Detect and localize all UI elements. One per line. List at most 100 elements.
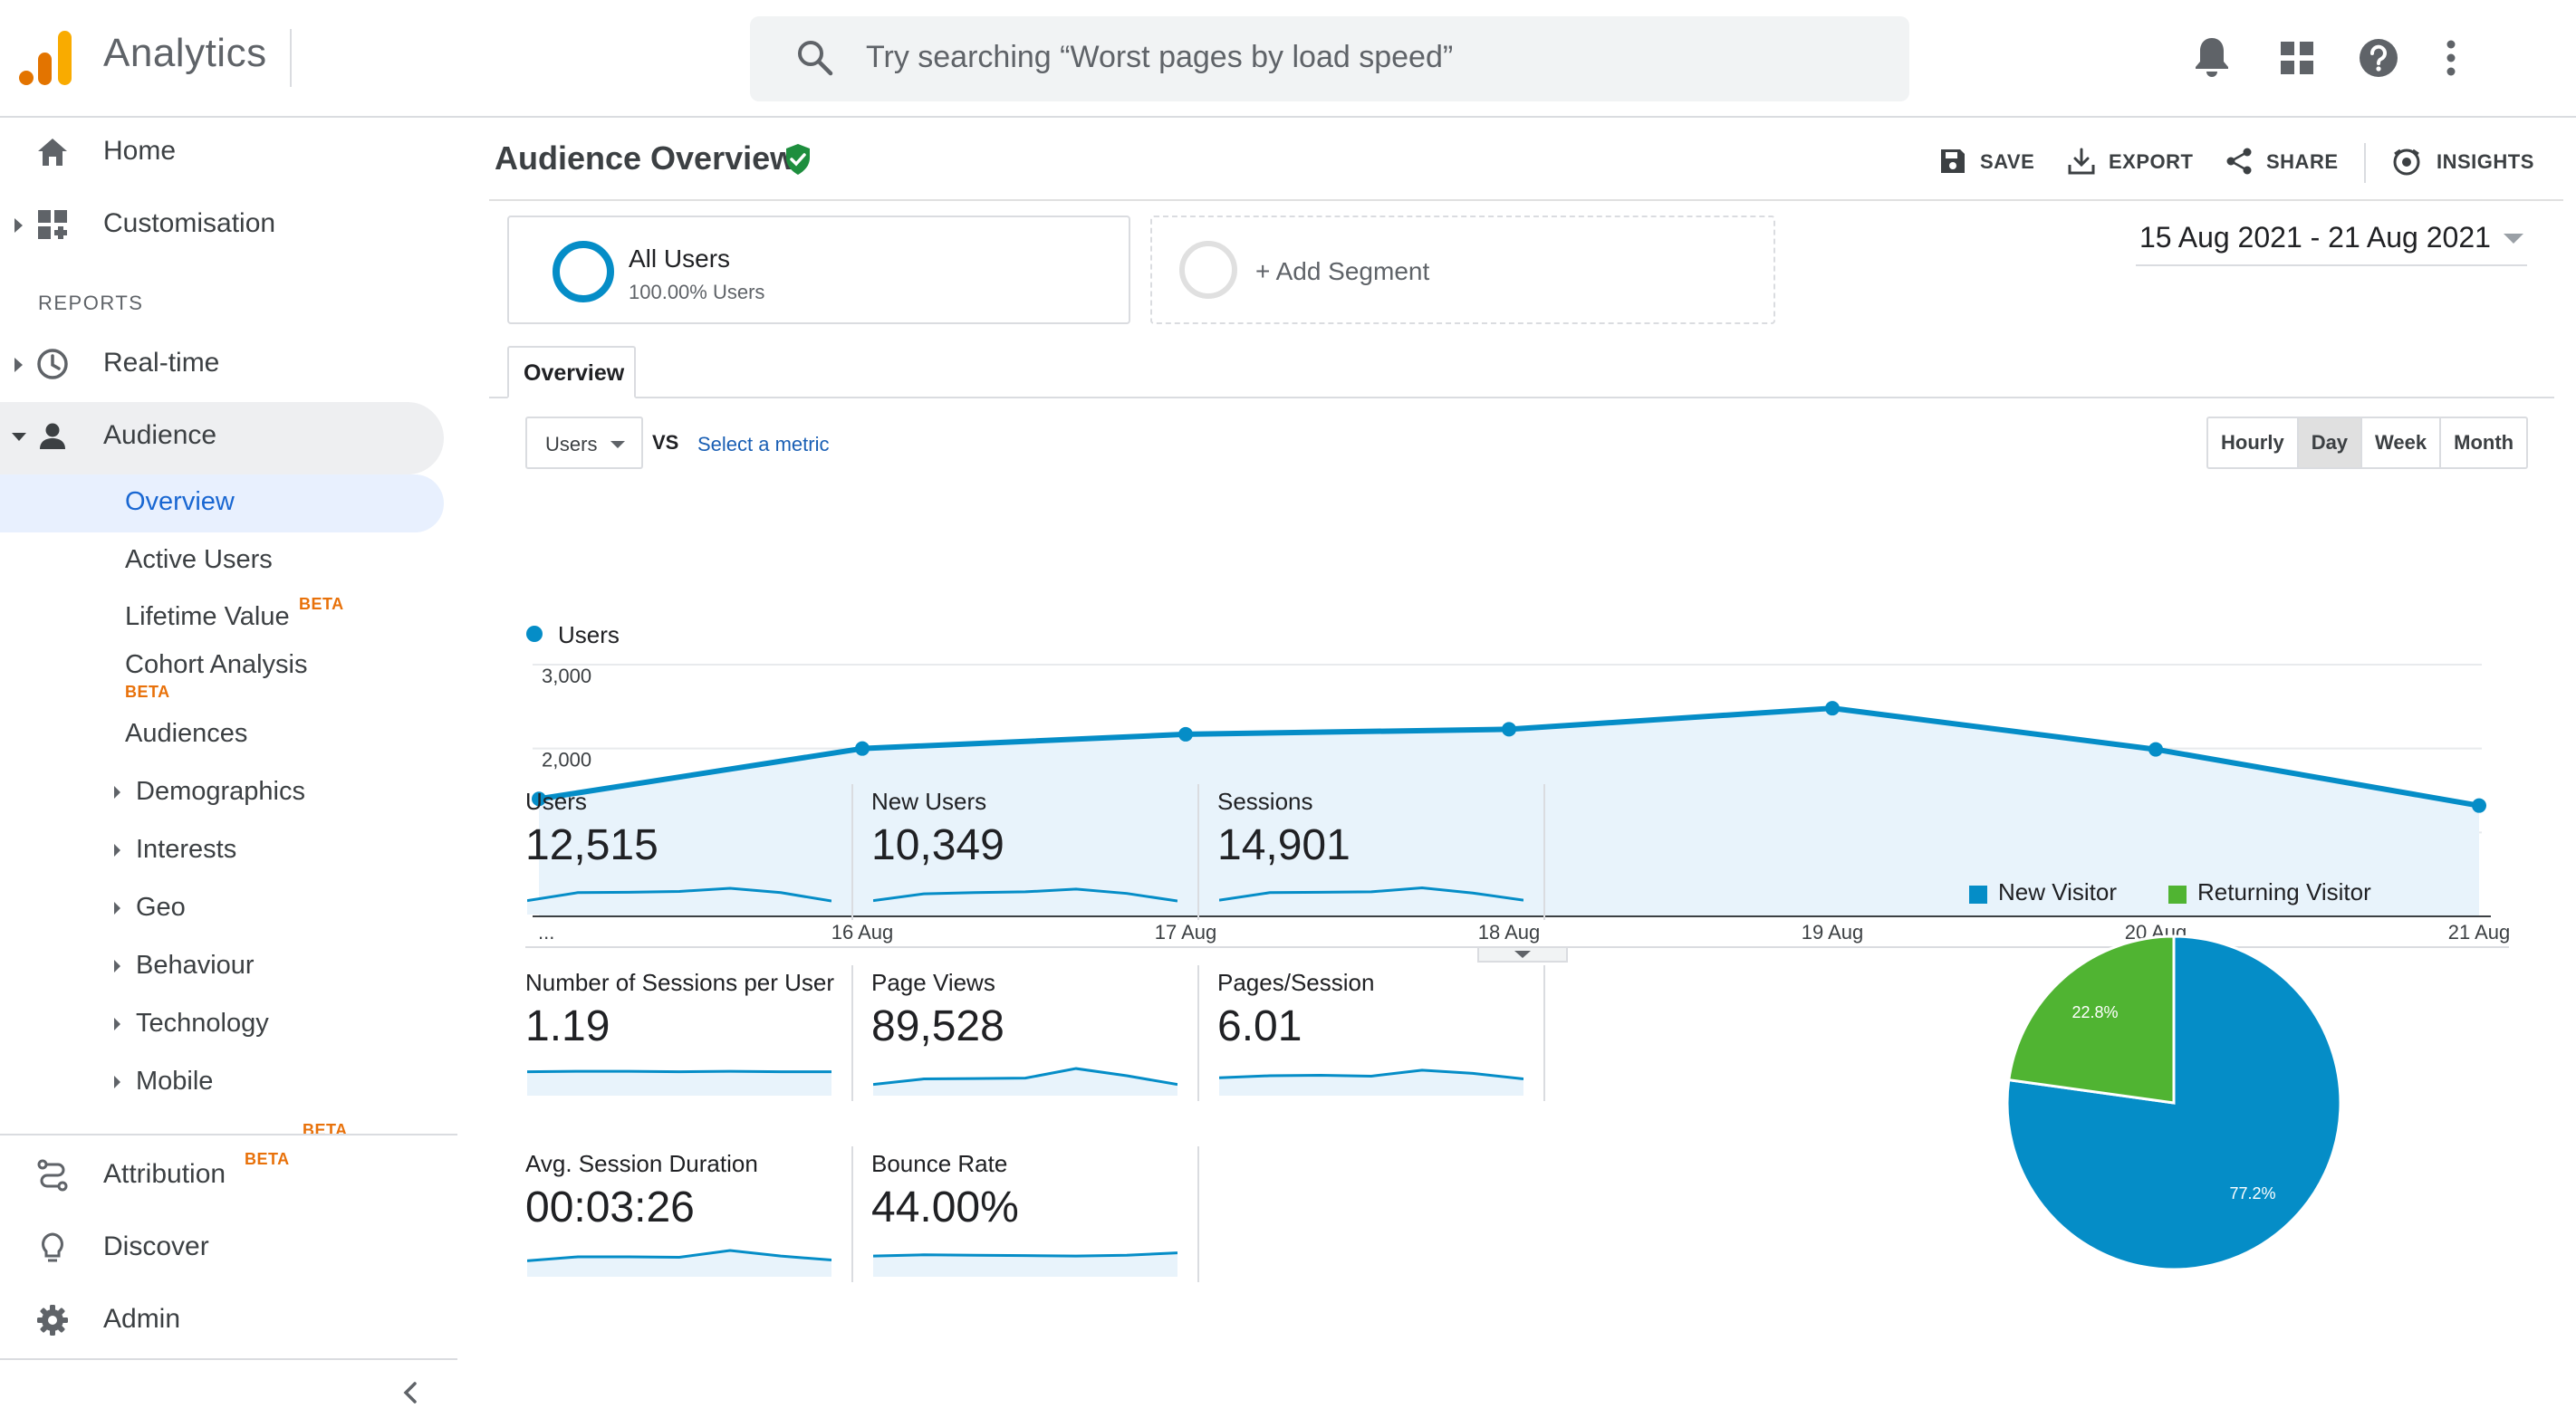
segment-detail: 100.00% Users <box>629 281 765 303</box>
metric-select[interactable]: Users <box>525 417 643 469</box>
share-label: SHARE <box>2266 150 2339 173</box>
scorecard[interactable]: New Users 10,349 <box>835 788 1177 933</box>
sidebar-item-realtime[interactable]: Real-time <box>0 330 444 402</box>
sidebar-group-interests[interactable]: Interests <box>0 824 444 878</box>
sidebar-subitem-overview[interactable]: Overview <box>0 474 444 532</box>
legend-swatch <box>2168 886 2187 904</box>
help-icon[interactable] <box>2359 38 2398 78</box>
beta-badge: BETA <box>303 1121 348 1139</box>
sidebar-group-technology[interactable]: Technology <box>0 998 444 1052</box>
sidebar-group-label: Demographics <box>136 777 305 806</box>
sidebar-item-label: Discover <box>103 1231 209 1261</box>
add-segment-button[interactable]: + Add Segment <box>1150 216 1775 324</box>
scorecard[interactable]: Page Views 89,528 <box>835 969 1177 1114</box>
sidebar-item-audience[interactable]: Audience <box>0 402 444 474</box>
sidebar-item-label: Home <box>103 136 177 166</box>
scorecard[interactable]: Sessions 14,901 <box>1181 788 1523 933</box>
more-vert-icon[interactable] <box>2446 40 2456 76</box>
share-button[interactable]: SHARE <box>2225 145 2342 181</box>
select-metric-link[interactable]: Select a metric <box>697 433 830 455</box>
reports-heading: REPORTS <box>38 292 144 314</box>
scorecard-label: Sessions <box>1217 788 1313 815</box>
sidebar-subitem-label: Active Users <box>125 545 273 574</box>
pie-slice-returning-visitor <box>2007 934 2176 1105</box>
segment-ring-icon <box>553 241 614 302</box>
sparkline <box>527 1249 831 1277</box>
sidebar-subitem-active-users[interactable]: Active Users <box>0 532 444 590</box>
action-divider <box>2364 143 2366 183</box>
sidebar-subitem-cohort-analysis[interactable]: Cohort Analysis BETA <box>0 637 444 701</box>
scorecard-divider <box>851 965 853 1101</box>
sidebar-subitem-label: Audiences <box>125 719 248 748</box>
scorecard-label: Avg. Session Duration <box>525 1150 758 1177</box>
scorecard[interactable]: Number of Sessions per User 1.19 <box>489 969 834 1114</box>
app-title: Analytics <box>103 31 267 75</box>
sidebar-group-label: Interests <box>136 835 237 864</box>
sparkline-line <box>873 1067 1177 1087</box>
sidebar-item-label: Attribution <box>103 1159 226 1189</box>
search-bar[interactable]: Try searching “Worst pages by load speed… <box>750 16 1909 101</box>
scorecard[interactable]: Avg. Session Duration 00:03:26 <box>489 1150 831 1295</box>
sidebar-item-home[interactable]: Home <box>0 118 444 190</box>
y-tick-label: 3,000 <box>542 665 591 687</box>
download-icon <box>2068 148 2095 175</box>
sidebar-item-attribution[interactable]: Attribution BETA <box>0 1141 444 1213</box>
sidebar-subitem-lifetime-value[interactable]: Lifetime Value BETA <box>0 589 444 647</box>
attribution-icon <box>36 1159 69 1192</box>
scorecard-value: 14,901 <box>1217 821 1350 869</box>
scorecard-divider <box>1197 1146 1199 1282</box>
home-icon <box>36 136 69 168</box>
date-range-text: 15 Aug 2021 - 21 Aug 2021 <box>2139 221 2491 254</box>
sidebar-item-admin[interactable]: Admin <box>0 1286 444 1358</box>
legend-users-dot <box>526 626 543 642</box>
legend-swatch <box>1969 886 1987 904</box>
sidebar-subitem-audiences[interactable]: Audiences <box>0 706 444 764</box>
scorecard[interactable]: Bounce Rate 44.00% <box>835 1150 1177 1295</box>
sidebar-group-geo[interactable]: Geo <box>0 882 444 936</box>
scorecard[interactable]: Pages/Session 6.01 <box>1181 969 1523 1114</box>
scorecard-divider <box>1543 784 1545 920</box>
sidebar-group-demographics[interactable]: Demographics <box>0 766 444 820</box>
sidebar: Home Customisation REPORTS Real-time <box>0 118 462 1418</box>
sparkline-line <box>527 1249 831 1262</box>
apps-grid-icon[interactable] <box>2281 42 2313 74</box>
scorecard-label: Users <box>525 788 587 815</box>
sparkline-area <box>1219 887 1523 915</box>
beta-badge: BETA <box>245 1150 290 1168</box>
granularity-hourly-button[interactable]: Hourly <box>2208 418 2299 467</box>
sparkline-line <box>527 886 831 903</box>
pie-slice-new-visitor <box>2005 934 2342 1271</box>
granularity-day-button[interactable]: Day <box>2298 418 2363 467</box>
scorecard[interactable]: Users 12,515 <box>489 788 831 933</box>
pie-slice-label: 22.8% <box>2071 1003 2118 1021</box>
scorecard-divider <box>1197 784 1199 920</box>
x-tick-label: 19 Aug <box>1802 921 1864 944</box>
date-range-picker[interactable]: 15 Aug 2021 - 21 Aug 2021 <box>2136 217 2527 266</box>
segment-ring-icon <box>1179 241 1237 299</box>
sparkline-line <box>1219 1068 1523 1081</box>
scorecard-label: Pages/Session <box>1217 969 1375 996</box>
sidebar-divider <box>0 1134 457 1135</box>
insights-button[interactable]: INSIGHTS <box>2391 145 2536 181</box>
bell-icon[interactable] <box>2194 34 2230 80</box>
sidebar-item-label: Real-time <box>103 348 220 378</box>
x-tick-label: 21 Aug <box>2448 921 2511 944</box>
beta-badge: BETA <box>125 683 170 701</box>
sidebar-item-discover[interactable]: Discover <box>0 1213 444 1286</box>
sidebar-group-behaviour[interactable]: Behaviour <box>0 940 444 994</box>
scorecard-label: Bounce Rate <box>871 1150 1008 1177</box>
collapse-sidebar-button[interactable] <box>391 1373 431 1413</box>
chevron-down-icon <box>2504 234 2523 244</box>
granularity-week-button[interactable]: Week <box>2362 418 2442 467</box>
data-point <box>1825 701 1840 716</box>
analytics-logo-icon[interactable] <box>18 27 74 87</box>
series-area-users <box>539 708 2479 916</box>
export-button[interactable]: EXPORT <box>2067 145 2194 181</box>
segment-all-users[interactable]: All Users 100.00% Users <box>507 216 1130 324</box>
granularity-month-button[interactable]: Month <box>2454 431 2514 454</box>
tab-overview[interactable]: Overview <box>507 346 636 398</box>
sidebar-item-label: Customisation <box>103 208 276 238</box>
sidebar-group-mobile[interactable]: Mobile <box>0 1056 444 1110</box>
save-button[interactable]: SAVE <box>1938 145 2038 181</box>
sidebar-item-customisation[interactable]: Customisation <box>0 190 444 263</box>
